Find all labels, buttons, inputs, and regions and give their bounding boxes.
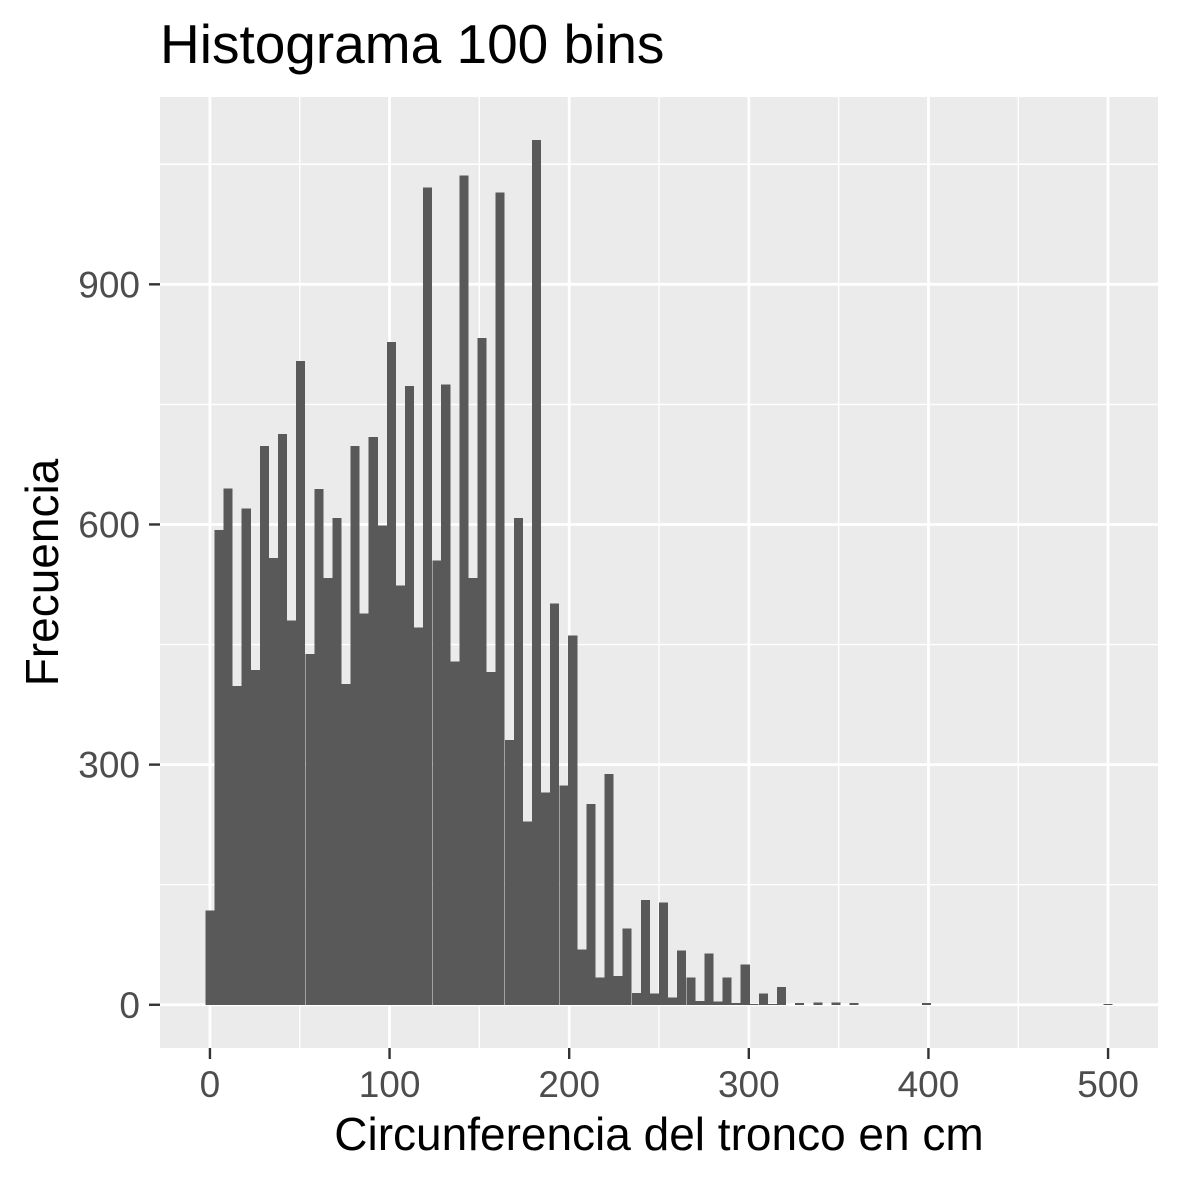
histogram-bar xyxy=(259,446,269,1005)
histogram-bar xyxy=(450,661,460,1005)
histogram-bar xyxy=(404,385,415,1005)
histogram-bar xyxy=(695,1000,705,1005)
histogram-bar xyxy=(722,977,732,1005)
histogram-bar xyxy=(668,997,678,1005)
histogram-bar xyxy=(305,654,315,1005)
histogram-bar xyxy=(332,518,342,1005)
histogram-bar xyxy=(495,192,505,1005)
histogram-bar xyxy=(513,518,523,1005)
histogram-bar xyxy=(686,977,696,1005)
histogram-bar xyxy=(622,928,632,1005)
histogram-bar xyxy=(731,1003,741,1005)
x-tick-label: 400 xyxy=(898,1064,960,1105)
histogram-bar xyxy=(776,987,787,1005)
histogram-bar xyxy=(377,525,387,1005)
histogram-bar xyxy=(296,361,306,1005)
histogram-bar xyxy=(631,992,641,1005)
histogram-bar xyxy=(604,774,614,1005)
histogram-bar xyxy=(314,489,324,1005)
histogram-bar xyxy=(459,175,469,1005)
y-tick-label: 300 xyxy=(78,745,140,786)
histogram-bar xyxy=(640,899,650,1005)
histogram-bar xyxy=(541,792,551,1005)
x-tick-label: 200 xyxy=(538,1064,600,1105)
x-tick-label: 100 xyxy=(359,1064,421,1105)
histogram-bar xyxy=(813,1002,823,1005)
histogram-bar xyxy=(740,964,750,1005)
histogram-bar xyxy=(232,686,242,1005)
histogram-bar xyxy=(522,821,533,1005)
histogram-bars xyxy=(205,140,1113,1005)
histogram-bar xyxy=(713,1001,723,1005)
histogram-bar xyxy=(432,560,442,1005)
histogram-bar xyxy=(658,902,669,1005)
histogram-bar xyxy=(287,620,297,1005)
histogram-bar xyxy=(414,627,424,1005)
histogram-bar xyxy=(486,671,496,1005)
histogram-bar xyxy=(1103,1003,1113,1005)
histogram-bar xyxy=(559,785,569,1005)
histogram-bar xyxy=(649,993,660,1005)
histogram-bar xyxy=(577,949,587,1005)
histogram-bar xyxy=(795,1003,805,1005)
histogram-bar xyxy=(205,910,215,1005)
histogram-bar xyxy=(595,977,605,1005)
y-tick-label: 900 xyxy=(78,264,140,305)
histogram-bar xyxy=(223,488,233,1005)
histogram-bar xyxy=(277,434,288,1005)
histogram-bar xyxy=(359,613,369,1005)
histogram-bar xyxy=(386,341,396,1005)
axes: 0 100 200 300 400 500 0 300 600 900 xyxy=(78,264,1139,1105)
histogram-bar xyxy=(423,187,433,1005)
x-tick-label: 300 xyxy=(718,1064,780,1105)
histogram-bar xyxy=(550,603,560,1005)
histogram-bar xyxy=(704,953,714,1005)
y-tick-label: 600 xyxy=(78,504,140,545)
histogram-bar xyxy=(758,993,768,1005)
histogram-bar xyxy=(323,578,333,1005)
histogram-bar xyxy=(468,578,478,1005)
histogram-bar xyxy=(441,384,451,1005)
histogram-bar xyxy=(922,1003,932,1005)
histogram-bar xyxy=(531,140,542,1005)
y-axis-title: Frecuencia xyxy=(16,458,68,686)
x-tick-label: 0 xyxy=(200,1064,221,1105)
histogram-bar xyxy=(241,508,251,1005)
histogram-bar xyxy=(568,635,578,1005)
histogram-bar xyxy=(613,975,623,1005)
x-tick-label: 500 xyxy=(1077,1064,1139,1105)
histogram-bar xyxy=(350,446,360,1005)
histogram-bar xyxy=(250,670,260,1005)
histogram-bar xyxy=(395,585,406,1005)
histogram-bar xyxy=(214,530,224,1005)
histogram-bar xyxy=(341,683,351,1005)
histogram-bar xyxy=(368,437,378,1005)
x-axis-title: Circunferencia del tronco en cm xyxy=(334,1108,983,1160)
histogram-bar xyxy=(831,1002,841,1005)
histogram-bar xyxy=(586,803,596,1005)
histogram-bar xyxy=(849,1003,859,1005)
histogram-bar xyxy=(268,558,279,1005)
y-tick-label: 0 xyxy=(119,985,140,1026)
histogram-bar xyxy=(504,739,514,1005)
histogram-bar xyxy=(677,950,687,1005)
histogram-bar xyxy=(767,1003,777,1005)
histogram-bar xyxy=(749,1003,759,1005)
histogram-bar xyxy=(477,337,487,1005)
chart-title: Histograma 100 bins xyxy=(160,13,664,75)
